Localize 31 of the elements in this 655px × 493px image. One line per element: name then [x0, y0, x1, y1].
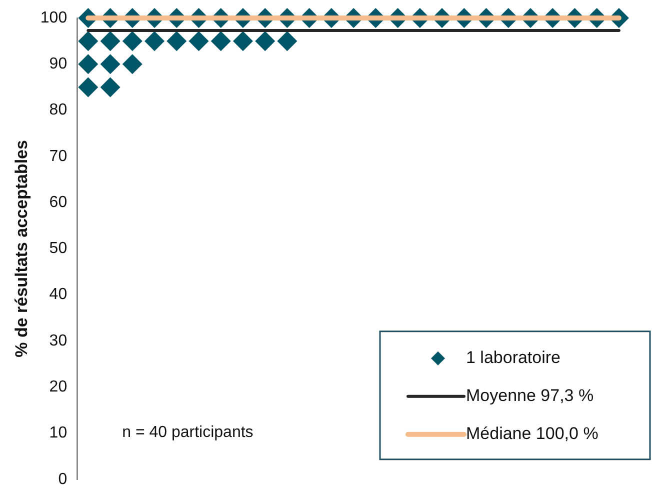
y-axis-title: % de résultats acceptables	[12, 140, 31, 358]
y-tick-label: 30	[49, 332, 68, 350]
y-tick-label: 50	[49, 240, 68, 258]
point	[210, 31, 231, 52]
point	[232, 31, 253, 52]
legend-label: 1 laboratoire	[466, 348, 561, 368]
point	[100, 54, 120, 74]
point	[255, 31, 276, 52]
point	[122, 54, 142, 74]
y-tick-label: 0	[58, 470, 68, 488]
point	[78, 77, 98, 98]
annotation: n = 40 participants	[122, 424, 254, 441]
y-tick-label: 80	[49, 102, 68, 119]
point	[78, 31, 98, 52]
point	[144, 31, 164, 52]
point	[100, 77, 120, 98]
y-tick-label: 10	[49, 424, 68, 442]
y-tick-label: 40	[49, 286, 68, 304]
point	[100, 31, 120, 52]
point	[277, 31, 298, 52]
point	[166, 31, 187, 52]
point	[122, 31, 142, 52]
point	[78, 54, 98, 74]
legend-label: Médiane 100,0 %	[466, 424, 598, 444]
point	[188, 31, 209, 52]
y-tick-label: 70	[49, 148, 68, 165]
y-tick-label: 100	[40, 9, 68, 26]
legend-label: Moyenne 97,3 %	[466, 386, 594, 406]
y-tick-label: 90	[49, 56, 68, 73]
y-tick-label: 20	[49, 378, 68, 396]
y-tick-label: 60	[49, 194, 68, 211]
